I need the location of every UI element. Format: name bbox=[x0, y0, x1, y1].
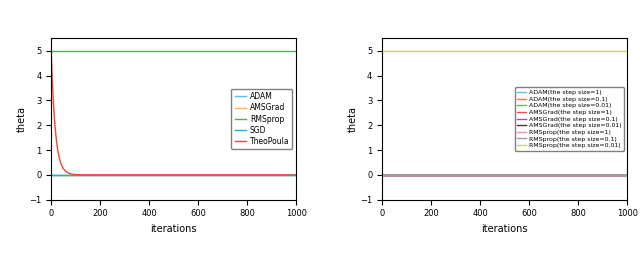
Y-axis label: theta: theta bbox=[348, 106, 357, 132]
TheoPoula bbox=[62, 170, 70, 173]
TheoPoula bbox=[238, 173, 246, 176]
TheoPoula bbox=[264, 173, 272, 176]
Legend: ADAM(the step size=1), ADAM(the step size=0.1), ADAM(the step size=0.01), AMSGra: ADAM(the step size=1), ADAM(the step siz… bbox=[515, 87, 624, 151]
TheoPoula bbox=[248, 173, 255, 176]
TheoPoula bbox=[292, 173, 300, 176]
Y-axis label: theta: theta bbox=[17, 106, 26, 132]
X-axis label: iterations: iterations bbox=[481, 224, 528, 234]
TheoPoula bbox=[47, 49, 55, 52]
TheoPoula bbox=[97, 173, 105, 176]
TheoPoula bbox=[280, 173, 288, 176]
Line: TheoPoula: TheoPoula bbox=[51, 51, 296, 175]
Legend: ADAM, AMSGrad, RMSprop, SGD, TheoPoula: ADAM, AMSGrad, RMSprop, SGD, TheoPoula bbox=[232, 89, 292, 149]
X-axis label: iterations: iterations bbox=[150, 224, 197, 234]
